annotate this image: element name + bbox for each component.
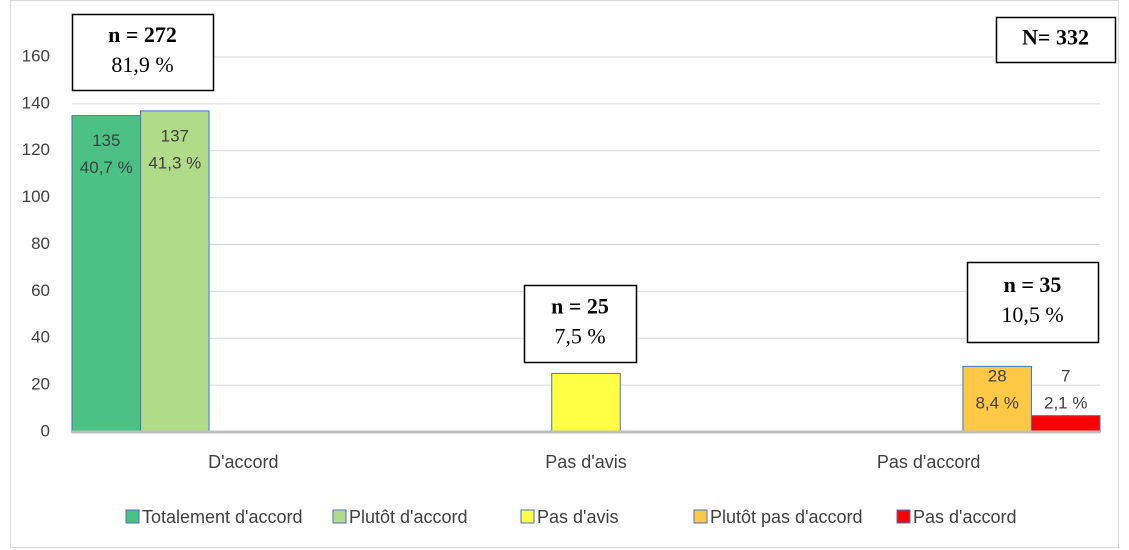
data-label-percent: 8,4 %: [975, 393, 1018, 412]
y-tick-label: 60: [31, 281, 50, 300]
annotation-text: 81,9 %: [111, 52, 173, 77]
y-tick-label: 140: [22, 93, 50, 112]
data-label-percent: 2,1 %: [1044, 393, 1087, 412]
data-label: 7: [1061, 366, 1070, 385]
annotation-text: n = 272: [108, 22, 177, 47]
y-tick-label: 100: [22, 187, 50, 206]
x-tick-label: D'accord: [208, 452, 278, 472]
y-tick-label: 80: [31, 234, 50, 253]
annotation-text: n = 25: [551, 294, 609, 319]
legend-swatch: [520, 509, 535, 524]
data-label: 135: [92, 131, 120, 150]
y-tick-label: 40: [31, 328, 50, 347]
annotation-text: 10,5 %: [1001, 302, 1063, 327]
y-tick-label: 20: [31, 375, 50, 394]
legend-swatch: [332, 509, 347, 524]
data-label-percent: 40,7 %: [80, 158, 133, 177]
legend-label: Plutôt pas d'accord: [710, 507, 863, 527]
annotation-box: [995, 16, 1117, 64]
y-tick-label: 0: [41, 421, 50, 440]
y-tick-label: 120: [22, 140, 50, 159]
annotation-text: N= 332: [1022, 25, 1089, 50]
bar: [551, 372, 621, 433]
legend-swatch: [125, 509, 140, 524]
bar: [1030, 415, 1101, 433]
annotation-text: n = 35: [1004, 272, 1062, 297]
legend-label: Plutôt d'accord: [349, 507, 468, 527]
data-label: 28: [988, 366, 1007, 385]
legend-label: Pas d'accord: [913, 507, 1017, 527]
annotation-text: 7,5 %: [554, 324, 605, 349]
annotation-box: [71, 13, 215, 92]
legend-label: Totalement d'accord: [142, 507, 303, 527]
y-tick-label: 160: [22, 46, 50, 65]
data-label-percent: 41,3 %: [148, 153, 201, 172]
legend-label: Pas d'avis: [537, 507, 618, 527]
x-tick-label: Pas d'accord: [877, 452, 981, 472]
legend-swatch: [896, 509, 911, 524]
data-label: 137: [161, 126, 189, 145]
legend-swatch: [693, 509, 708, 524]
annotation-box: [966, 261, 1100, 344]
x-tick-label: Pas d'avis: [545, 452, 626, 472]
annotation-box: [523, 284, 638, 364]
